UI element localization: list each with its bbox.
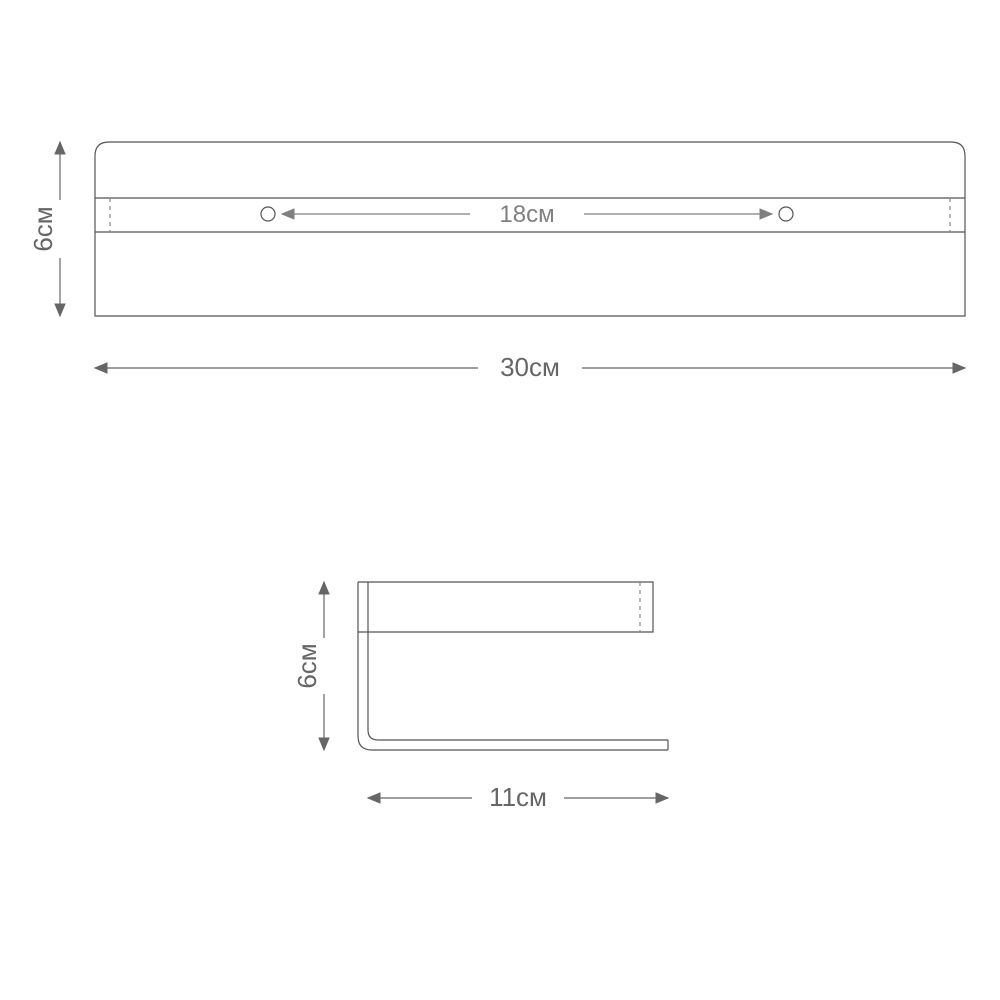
side-view: 6см 11см — [292, 582, 668, 812]
technical-drawing: 18см 30см 6см — [0, 0, 1000, 1000]
front-view: 18см 30см 6см — [28, 142, 965, 382]
dim-18cm-label: 18см — [499, 201, 554, 228]
dim-6cm-side-label: 6см — [292, 643, 322, 688]
side-shelf — [358, 582, 653, 632]
dim-18cm: 18см — [282, 201, 772, 228]
front-outline — [95, 142, 965, 316]
dim-11cm-label: 11см — [489, 782, 547, 812]
dim-6cm-side: 6см — [292, 582, 329, 750]
dim-30cm: 30см — [95, 352, 965, 382]
hole-left — [261, 207, 275, 221]
dim-11cm: 11см — [368, 782, 668, 812]
dim-6cm-front-label: 6см — [28, 206, 58, 251]
bracket-outer — [358, 582, 668, 750]
hole-right — [779, 207, 793, 221]
bracket-inner — [368, 582, 668, 740]
dim-30cm-label: 30см — [500, 352, 560, 382]
dim-6cm-front: 6см — [28, 142, 65, 316]
